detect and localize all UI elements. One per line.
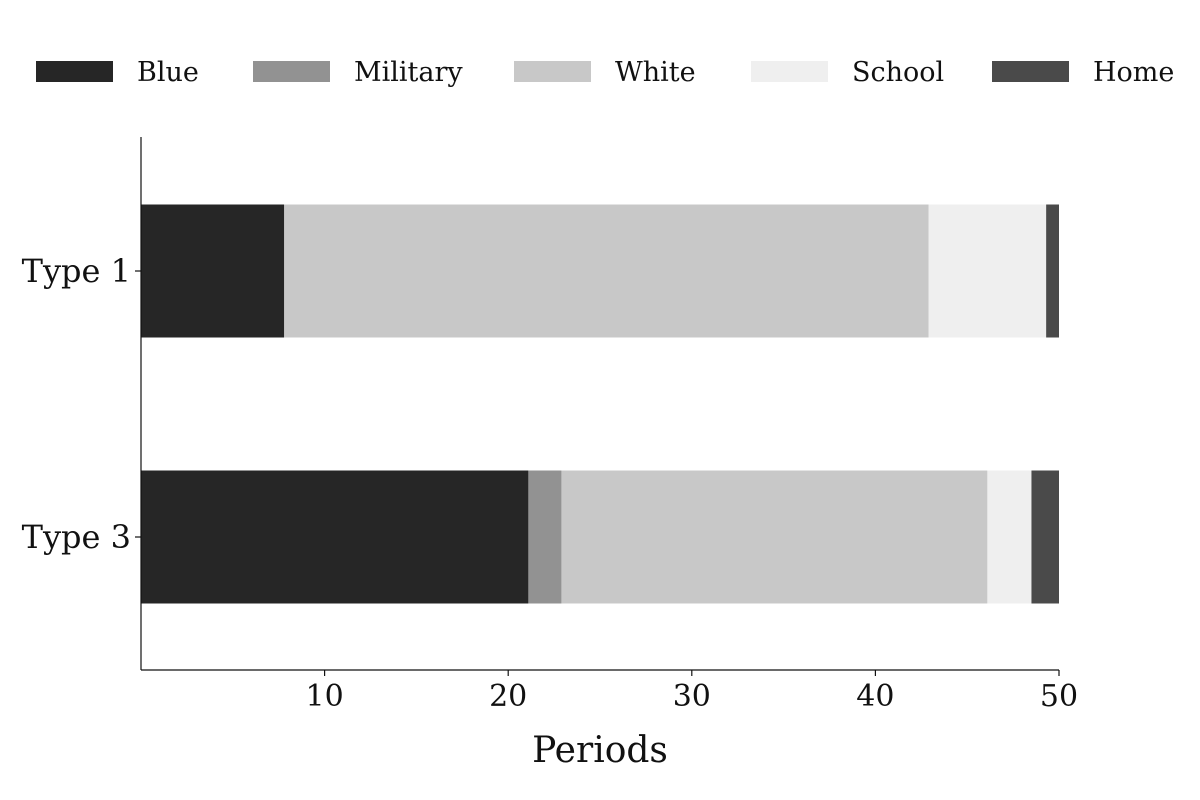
y-tick-label-type-1: Type 1 xyxy=(22,252,131,290)
legend-swatch-white xyxy=(514,61,591,82)
legend-label-school: School xyxy=(852,57,944,88)
legend-swatch-home xyxy=(992,61,1069,82)
x-axis-title: Periods xyxy=(532,730,668,771)
legend-label-white: White xyxy=(615,57,696,88)
legend-label-home: Home xyxy=(1093,57,1174,88)
x-tick-label-10: 10 xyxy=(306,679,344,714)
bars xyxy=(141,204,1059,604)
x-tick-label-40: 40 xyxy=(856,679,894,714)
bar-segment-type-3-military xyxy=(528,470,562,604)
x-tick-label-30: 30 xyxy=(673,679,711,714)
y-tick-label-type-3: Type 3 xyxy=(22,518,131,556)
x-tick-label-20: 20 xyxy=(489,679,527,714)
legend: Blue Military White School Home xyxy=(36,57,1174,88)
bar-segment-type-3-school xyxy=(987,470,1032,604)
bar-segment-type-3-blue xyxy=(141,470,529,604)
legend-swatch-military xyxy=(253,61,330,82)
bar-segment-type-1-school xyxy=(928,204,1047,338)
bar-segment-type-1-blue xyxy=(141,204,285,338)
axes: 10 20 30 40 50 Type 1 Type 3 xyxy=(22,137,1078,714)
bar-segment-type-1-white xyxy=(284,204,929,338)
bar-segment-type-3-home xyxy=(1031,470,1059,604)
x-tick-label-50: 50 xyxy=(1040,679,1078,714)
legend-label-military: Military xyxy=(354,57,463,88)
legend-swatch-blue xyxy=(36,61,113,82)
legend-swatch-school xyxy=(751,61,828,82)
bar-segment-type-1-home xyxy=(1046,204,1059,338)
legend-label-blue: Blue xyxy=(137,57,199,88)
bar-segment-type-3-white xyxy=(561,470,988,604)
